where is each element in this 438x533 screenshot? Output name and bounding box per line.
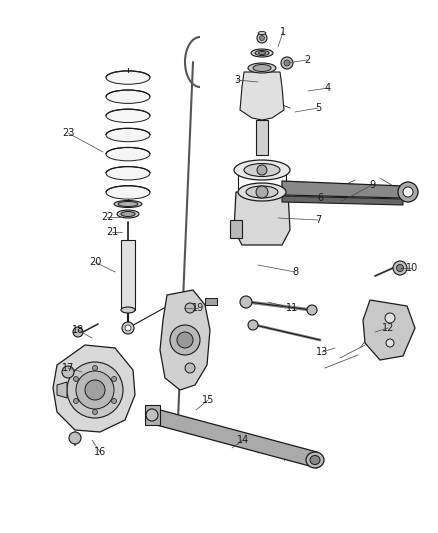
Polygon shape	[363, 300, 415, 360]
Polygon shape	[282, 196, 403, 205]
Text: 2: 2	[304, 55, 310, 65]
Ellipse shape	[106, 128, 150, 142]
Ellipse shape	[106, 90, 150, 103]
Circle shape	[259, 36, 265, 41]
Ellipse shape	[253, 64, 271, 71]
Circle shape	[125, 325, 131, 331]
Ellipse shape	[258, 31, 266, 35]
Ellipse shape	[106, 185, 150, 199]
Ellipse shape	[106, 148, 150, 161]
Ellipse shape	[118, 201, 138, 206]
Circle shape	[284, 60, 290, 66]
Polygon shape	[145, 405, 160, 425]
Text: 15: 15	[202, 395, 214, 405]
Circle shape	[67, 362, 123, 418]
Polygon shape	[256, 120, 268, 155]
Ellipse shape	[114, 200, 142, 207]
Ellipse shape	[121, 212, 135, 216]
Circle shape	[74, 376, 78, 382]
Circle shape	[76, 371, 114, 409]
Ellipse shape	[234, 160, 290, 180]
Circle shape	[85, 380, 105, 400]
Text: 17: 17	[62, 363, 74, 373]
Circle shape	[240, 296, 252, 308]
Text: 23: 23	[62, 128, 74, 138]
Ellipse shape	[121, 307, 135, 313]
Polygon shape	[282, 181, 403, 198]
Circle shape	[112, 399, 117, 403]
Text: 13: 13	[316, 347, 328, 357]
Text: 3: 3	[234, 75, 240, 85]
Circle shape	[122, 322, 134, 334]
Circle shape	[73, 327, 83, 337]
Text: 8: 8	[292, 267, 298, 277]
Text: 18: 18	[72, 325, 84, 335]
Polygon shape	[234, 192, 290, 245]
Text: 4: 4	[325, 83, 331, 93]
Polygon shape	[53, 345, 135, 432]
Circle shape	[177, 332, 193, 348]
Text: 22: 22	[101, 212, 113, 222]
Polygon shape	[149, 407, 317, 468]
Circle shape	[398, 182, 418, 202]
Text: 5: 5	[315, 103, 321, 113]
Ellipse shape	[310, 456, 320, 464]
Text: 6: 6	[317, 193, 323, 203]
Circle shape	[257, 165, 267, 175]
Ellipse shape	[106, 71, 150, 84]
Circle shape	[307, 305, 317, 315]
Ellipse shape	[306, 452, 324, 468]
Ellipse shape	[244, 164, 280, 176]
Circle shape	[92, 366, 98, 370]
Polygon shape	[230, 220, 242, 238]
Circle shape	[385, 313, 395, 323]
Circle shape	[185, 363, 195, 373]
Ellipse shape	[251, 49, 273, 57]
Text: 9: 9	[369, 180, 375, 190]
Circle shape	[403, 187, 413, 197]
Ellipse shape	[258, 52, 265, 54]
Ellipse shape	[255, 51, 269, 55]
Text: 11: 11	[286, 303, 298, 313]
Polygon shape	[57, 382, 67, 398]
Text: 14: 14	[237, 435, 249, 445]
Circle shape	[146, 409, 158, 421]
Ellipse shape	[106, 167, 150, 180]
Circle shape	[92, 409, 98, 415]
Text: 19: 19	[192, 303, 204, 313]
Ellipse shape	[238, 183, 286, 201]
Ellipse shape	[248, 63, 276, 73]
Text: 20: 20	[89, 257, 101, 267]
Polygon shape	[205, 298, 217, 305]
Text: 7: 7	[315, 215, 321, 225]
Circle shape	[281, 57, 293, 69]
Text: 21: 21	[106, 227, 118, 237]
Circle shape	[74, 399, 78, 403]
Text: 1: 1	[280, 27, 286, 37]
Polygon shape	[240, 72, 284, 120]
Circle shape	[248, 320, 258, 330]
Circle shape	[393, 261, 407, 275]
Polygon shape	[121, 240, 135, 310]
Circle shape	[396, 264, 403, 271]
Circle shape	[69, 432, 81, 444]
Text: 12: 12	[382, 323, 394, 333]
Circle shape	[256, 186, 268, 198]
Circle shape	[257, 33, 267, 43]
Ellipse shape	[106, 109, 150, 123]
Polygon shape	[160, 290, 210, 390]
Circle shape	[386, 339, 394, 347]
Circle shape	[62, 366, 74, 378]
Ellipse shape	[246, 186, 278, 198]
Circle shape	[170, 325, 200, 355]
Circle shape	[185, 303, 195, 313]
Text: 10: 10	[406, 263, 418, 273]
Text: 16: 16	[94, 447, 106, 457]
Circle shape	[112, 376, 117, 382]
Ellipse shape	[117, 210, 139, 218]
